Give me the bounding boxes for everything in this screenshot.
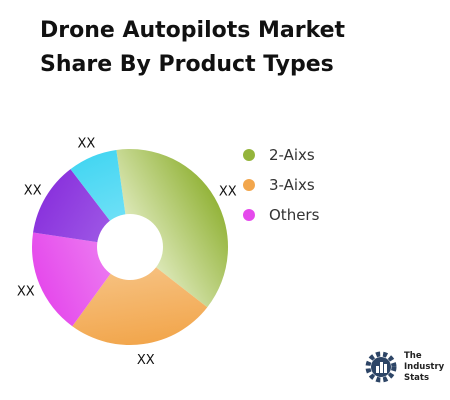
slice-label: XX (137, 353, 155, 368)
legend-label: 3-Aixs (269, 176, 315, 194)
legend-swatch (243, 149, 255, 161)
slice-label: XX (24, 184, 42, 199)
legend-swatch (243, 209, 255, 221)
legend-item-2-aixs: 2-Aixs (243, 140, 319, 170)
pie-slice (116, 149, 228, 308)
brand-name-line: Industry (404, 361, 445, 372)
chart-title: Drone Autopilots Market Share By Product… (40, 18, 346, 77)
gear-icon (365, 351, 397, 383)
legend-swatch (243, 179, 255, 191)
legend: 2-Aixs 3-Aixs Others (243, 140, 319, 230)
donut-chart: XX XX XX XX XX (17, 137, 237, 368)
brand-name-line: Stats (404, 372, 430, 383)
legend-label: Others (269, 206, 320, 224)
brand-logo: The Industry Stats (364, 350, 450, 384)
slice-label: XX (77, 137, 95, 152)
pie-slice (72, 247, 208, 345)
brand-name-line: The (404, 350, 422, 361)
legend-item-3-aixs: 3-Aixs (243, 170, 319, 200)
slice-label: XX (17, 285, 35, 300)
donut-hole (97, 214, 163, 280)
legend-label: 2-Aixs (269, 146, 315, 164)
slice-label: XX (219, 184, 237, 199)
legend-item-others: Others (243, 200, 319, 230)
